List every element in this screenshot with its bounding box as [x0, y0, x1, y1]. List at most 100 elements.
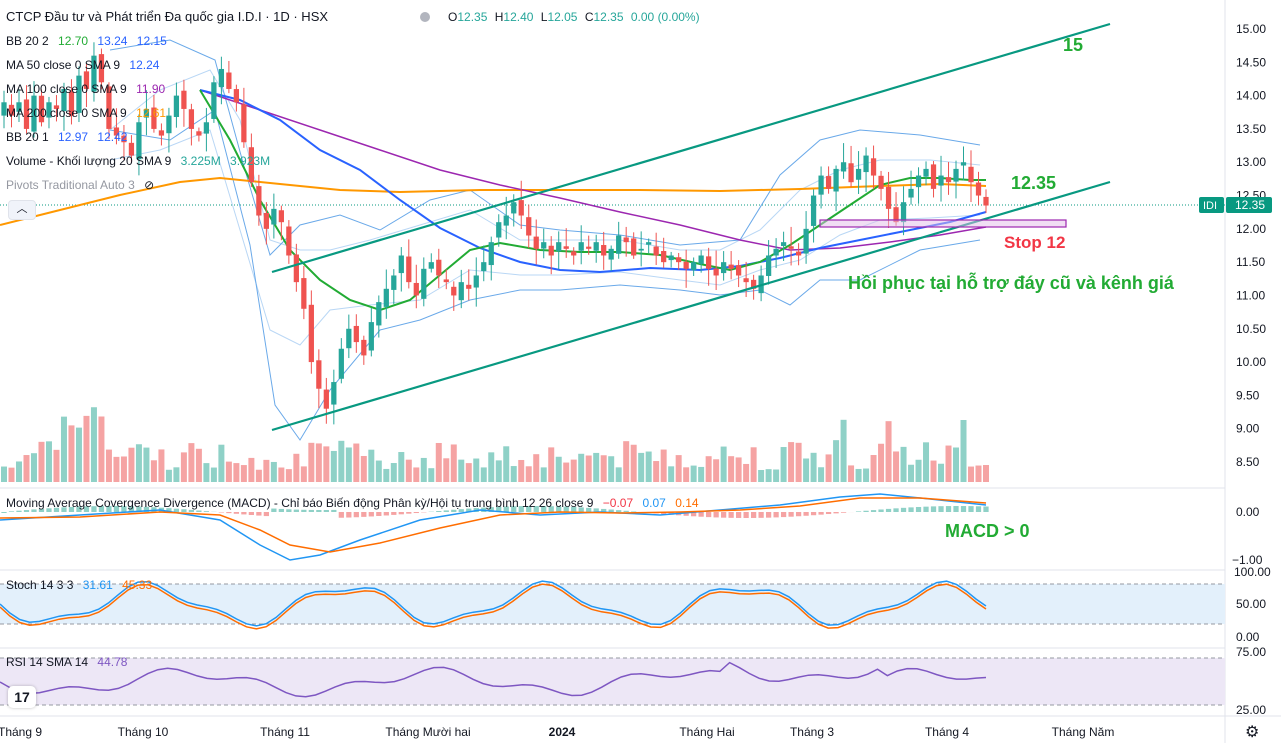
- candle-body: [278, 210, 284, 223]
- macd-hist-bar: [840, 512, 847, 513]
- legend-stoch-d: 45.33: [122, 578, 153, 592]
- candle-body: [923, 168, 929, 177]
- volume-bar: [915, 459, 922, 482]
- candle-body: [773, 248, 779, 256]
- legend-ma50[interactable]: MA 50 close 0 SMA 9 12.24: [6, 58, 165, 72]
- volume-bar: [533, 454, 540, 482]
- legend-ma200-value: 12.61: [136, 106, 167, 120]
- volume-bar: [720, 446, 727, 482]
- volume-bar: [143, 447, 150, 482]
- volume-bar: [728, 456, 735, 482]
- legend-macd[interactable]: Moving Average Covergence Divergence (MA…: [6, 496, 705, 510]
- macd-hist-bar: [278, 508, 284, 512]
- candle-body: [623, 237, 629, 243]
- ohlc-change: 0.00 (0.00%): [630, 10, 700, 24]
- candle-body: [1, 102, 7, 116]
- macd-signal-line: [0, 497, 987, 553]
- legend-volume[interactable]: Volume - Khối lượng 20 SMA 9 3.225M 3.92…: [6, 154, 276, 168]
- candle-body: [83, 71, 90, 89]
- macd-hist-bar: [346, 512, 352, 518]
- legend-bb1[interactable]: BB 20 1 12.97 12.42: [6, 130, 133, 144]
- macd-hist-bar: [593, 508, 599, 512]
- macd-hist-bar: [855, 511, 862, 512]
- price-tick-6: 12.00: [1236, 222, 1266, 236]
- macd-hist-bar: [353, 512, 359, 518]
- volume-bar: [585, 455, 592, 482]
- legend-pivots[interactable]: Pivots Traditional Auto 3 ⊘: [6, 178, 160, 192]
- last-symbol-label: IDI: [1203, 200, 1217, 212]
- legend-stoch[interactable]: Stoch 14 3 3 31.61 45.33: [6, 578, 158, 592]
- candle-body: [263, 212, 269, 229]
- gear-icon[interactable]: ⚙: [1245, 724, 1260, 741]
- volume-bar: [615, 467, 622, 482]
- rsi-line: [0, 661, 987, 698]
- volume-bar: [360, 455, 367, 482]
- candle-body: [91, 55, 97, 92]
- volume-bar: [225, 461, 232, 482]
- legend-volume-sma: 3.923M: [230, 154, 271, 168]
- macd-hist-bar: [870, 510, 877, 512]
- macd-hist-bar: [1, 512, 7, 513]
- legend-ma200[interactable]: MA 200 close 0 SMA 9 12.61: [6, 106, 172, 120]
- macd-hist-bar: [331, 509, 337, 512]
- time-tick-4: 2024: [549, 725, 576, 739]
- volume-bar: [60, 416, 67, 482]
- legend-bb2[interactable]: BB 20 2 12.70 13.24 12.15: [6, 34, 173, 48]
- macd-hist-bar: [323, 509, 329, 512]
- volume-bar: [945, 445, 952, 482]
- macd-hist-bar: [91, 506, 97, 512]
- macd-hist-bar: [863, 510, 869, 512]
- tradingview-logo[interactable]: 17: [8, 686, 36, 708]
- macd-hist-bar: [908, 507, 914, 512]
- macd-pane: [0, 493, 989, 561]
- macd-hist-bar: [713, 512, 719, 518]
- time-axis[interactable]: Tháng 9 Tháng 10 Tháng 11 Tháng Mười hai 202…: [0, 725, 1114, 739]
- price-tick-11: 9.50: [1236, 388, 1260, 402]
- volume-bar: [120, 456, 127, 482]
- candle-body: [38, 95, 45, 123]
- macd-hist-bar: [518, 506, 524, 512]
- volume-bar: [233, 463, 240, 482]
- volume-bar: [750, 447, 757, 482]
- volume-bar: [390, 463, 397, 482]
- macd-hist-bar: [631, 511, 637, 512]
- volume-bar: [23, 455, 30, 482]
- candle-body: [271, 208, 277, 225]
- volume-bar: [435, 442, 442, 482]
- symbol-title[interactable]: CTCP Đầu tư và Phát triển Đa quốc gia I.…: [6, 9, 328, 24]
- eye-off-icon[interactable]: ⊘: [144, 178, 155, 192]
- candle-body: [795, 251, 802, 256]
- macd-hist-bar: [226, 512, 232, 514]
- candle-body: [128, 142, 135, 156]
- candle-body: [825, 176, 832, 189]
- price-axis[interactable]: 15.0014.5014.0013.5013.0012.5012.0011.50…: [1236, 22, 1266, 469]
- macd-hist-bar: [975, 506, 982, 512]
- stop-zone-box[interactable]: [819, 219, 1067, 228]
- price-tick-12: 9.00: [1236, 422, 1260, 436]
- candle-body: [76, 75, 82, 113]
- volume-bar: [315, 443, 322, 482]
- candle-body: [765, 255, 772, 276]
- time-tick-6: Tháng 3: [790, 725, 834, 739]
- volume-bar: [135, 444, 142, 482]
- legend-rsi[interactable]: RSI 14 SMA 14 44.78: [6, 655, 133, 669]
- macd-hist-bar: [586, 507, 592, 512]
- macd-hist-bar: [765, 512, 772, 518]
- time-tick-2: Tháng 11: [260, 725, 310, 739]
- volume-bar: [188, 443, 195, 482]
- candle-body: [466, 284, 472, 289]
- collapse-legend-button[interactable]: ︿: [8, 200, 36, 220]
- legend-ma100[interactable]: MA 100 close 0 SMA 9 11.90: [6, 82, 171, 96]
- rsi-pane: [0, 661, 987, 698]
- volume-bar: [248, 457, 255, 482]
- macd-hist-bar: [683, 512, 689, 516]
- macd-hist-bar: [451, 509, 457, 512]
- legend-pivots-label: Pivots Traditional Auto 3: [6, 178, 135, 192]
- volume-bar: [450, 444, 457, 482]
- candle-body: [968, 166, 974, 183]
- bb2-lower: [109, 109, 981, 441]
- macd-hist-bar: [938, 506, 944, 512]
- candle-body: [855, 168, 862, 180]
- channel-upper-line[interactable]: [271, 22, 1111, 274]
